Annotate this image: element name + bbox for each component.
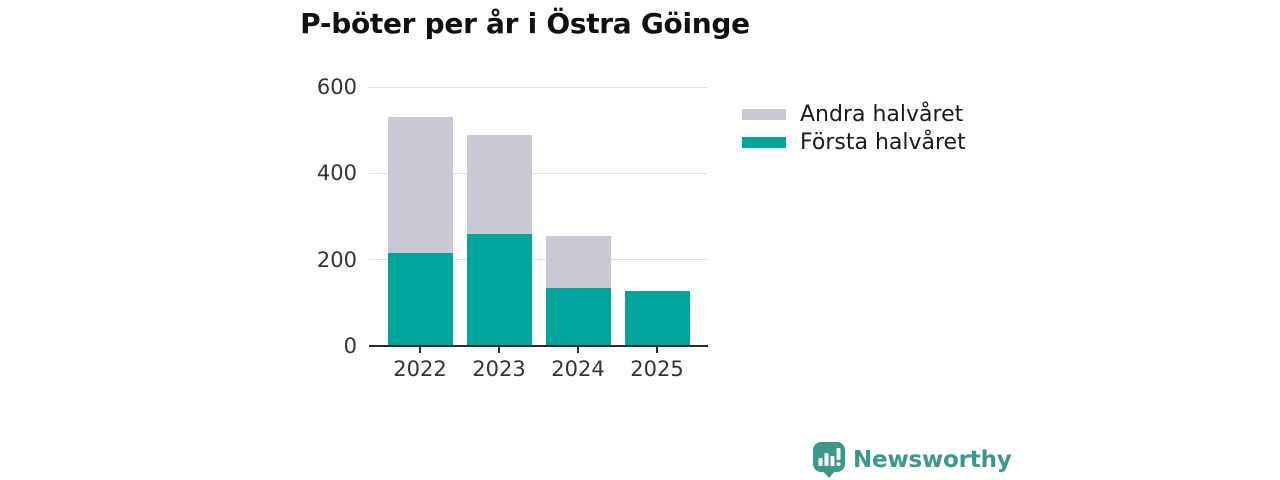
bar-segment-2024-andra	[545, 236, 611, 288]
legend-swatch	[742, 108, 786, 120]
x-tick-label-2023: 2023	[472, 357, 526, 381]
legend-row-andra: Andra halvåret	[742, 100, 966, 128]
y-tick-label-200: 200	[316, 247, 357, 272]
gridline-200	[369, 259, 708, 261]
newsworthy-wordmark: Newsworthy	[853, 446, 1012, 473]
legend-label: Andra halvåret	[800, 101, 964, 127]
legend-label: Första halvåret	[800, 129, 966, 155]
x-tick-label-2024: 2024	[551, 357, 605, 381]
bar-segment-2022-andra	[387, 117, 453, 253]
gridline-400	[369, 172, 708, 174]
bar-segment-2023-första	[466, 234, 532, 346]
x-tick-2025	[656, 347, 658, 353]
newsworthy-logo: Newsworthy	[812, 441, 1012, 478]
bar-segment-2023-andra	[466, 135, 532, 234]
plot-area	[369, 86, 708, 347]
legend: Andra halvåret Första halvåret	[742, 100, 966, 156]
chart-title: P-böter per år i Östra Göinge	[300, 7, 750, 40]
x-tick-label-2025: 2025	[630, 357, 684, 381]
y-tick-label-600: 600	[316, 75, 357, 99]
y-tick-label-0: 0	[343, 334, 357, 358]
bar-segment-2022-första	[387, 253, 453, 346]
x-tick-label-2022: 2022	[393, 357, 447, 381]
y-tick-label-400: 400	[316, 161, 357, 186]
bar-segment-2025-första	[624, 291, 690, 346]
newsworthy-bubble-chart-icon	[812, 441, 846, 478]
bar-segment-2024-första	[545, 288, 611, 346]
legend-swatch	[742, 136, 786, 148]
x-tick-2024	[577, 347, 579, 353]
gridline-600	[369, 86, 708, 88]
x-tick-2022	[419, 347, 421, 353]
x-tick-2023	[498, 347, 500, 353]
legend-row-första: Första halvåret	[742, 128, 966, 156]
x-axis-line	[369, 345, 708, 347]
